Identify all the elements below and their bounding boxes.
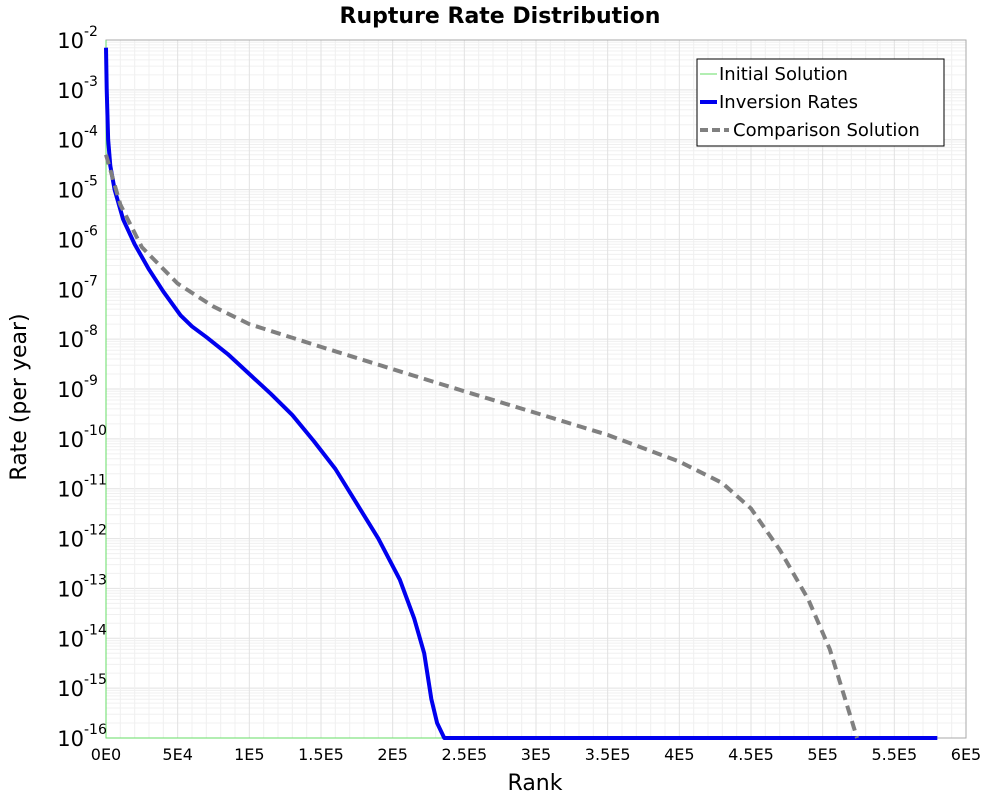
y-tick-label: 10 -10 <box>57 423 107 452</box>
y-tick-label: 10 -7 <box>57 273 98 302</box>
y-tick-base: 10 <box>57 627 84 651</box>
y-tick-label: 10 -16 <box>57 722 107 751</box>
y-tick-exponent: -11 <box>84 473 107 489</box>
y-tick-exponent: -5 <box>84 174 98 190</box>
x-tick-label: 3E5 <box>521 745 551 764</box>
y-tick-label: 10 -12 <box>57 523 107 552</box>
x-tick-label: 1.5E5 <box>298 745 344 764</box>
legend: Initial Solution Inversion Rates Compariso… <box>696 58 945 147</box>
y-tick-exponent: -8 <box>84 323 98 339</box>
legend-label-inversion-rates: Inversion Rates <box>719 92 858 113</box>
y-tick-base: 10 <box>57 577 84 601</box>
y-tick-label: 10 -9 <box>57 373 98 402</box>
grid <box>105 39 967 739</box>
x-tick-label: 0E0 <box>91 745 121 764</box>
y-tick-exponent: -9 <box>84 373 98 389</box>
x-tick-label: 5E5 <box>807 745 837 764</box>
y-tick-exponent: -7 <box>84 273 98 289</box>
y-tick-base: 10 <box>57 129 84 153</box>
legend-box <box>696 58 945 147</box>
x-tick-label: 3.5E5 <box>585 745 631 764</box>
y-tick-label: 10 -3 <box>57 74 98 103</box>
x-axis-ticks: 0E0 5E4 1E5 1.5E5 2E5 2.5E5 3E5 3.5E5 4E5 4.5E5 5E… <box>91 745 981 764</box>
y-tick-exponent: -2 <box>84 24 98 40</box>
y-tick-label: 10 -8 <box>57 323 98 352</box>
y-tick-exponent: -16 <box>84 722 107 738</box>
legend-label-comparison-solution: Comparison Solution <box>733 120 920 141</box>
y-tick-base: 10 <box>57 727 84 751</box>
series-line-comparison-solution <box>104 154 859 739</box>
y-tick-label: 10 -2 <box>57 24 98 53</box>
x-tick-label: 5E4 <box>162 745 192 764</box>
y-tick-base: 10 <box>57 79 84 103</box>
y-tick-exponent: -6 <box>84 223 98 239</box>
y-axis-label: Rate (per year) <box>7 313 32 480</box>
y-tick-label: 10 -4 <box>57 124 98 153</box>
y-tick-label: 10 -15 <box>57 672 107 701</box>
chart-title: Rupture Rate Distribution <box>340 4 661 29</box>
y-tick-base: 10 <box>57 677 84 701</box>
y-tick-base: 10 <box>57 328 84 352</box>
x-tick-label: 4E5 <box>664 745 694 764</box>
y-tick-exponent: -15 <box>84 672 107 688</box>
y-tick-exponent: -14 <box>84 622 107 638</box>
y-axis-ticks: 10-210-310-410-510-610-710-810-910 -1010-… <box>57 24 107 751</box>
y-tick-base: 10 <box>57 478 84 502</box>
y-tick-base: 10 <box>57 378 84 402</box>
x-tick-label: 5.5E5 <box>871 745 917 764</box>
x-tick-label: 2.5E5 <box>441 745 487 764</box>
y-tick-exponent: -13 <box>84 572 107 588</box>
y-tick-base: 10 <box>57 29 84 53</box>
y-tick-base: 10 <box>57 179 84 203</box>
y-tick-exponent: -10 <box>84 423 107 439</box>
series-line-inversion-rates <box>104 47 938 740</box>
y-tick-base: 10 <box>57 278 84 302</box>
y-tick-label: 10 -14 <box>57 622 107 651</box>
x-axis-label: Rank <box>508 771 563 796</box>
y-tick-label: 10 -11 <box>57 473 107 502</box>
y-tick-exponent: -4 <box>84 124 98 140</box>
x-tick-label: 2E5 <box>377 745 407 764</box>
y-tick-label: 10 -6 <box>57 223 98 252</box>
y-tick-base: 10 <box>57 428 84 452</box>
y-tick-base: 10 <box>57 228 84 252</box>
legend-label-initial-solution: Initial Solution <box>719 64 848 85</box>
y-tick-exponent: -3 <box>84 74 98 90</box>
y-tick-label: 10 -13 <box>57 572 107 601</box>
y-tick-base: 10 <box>57 528 84 552</box>
x-tick-label: 6E5 <box>951 745 981 764</box>
y-tick-exponent: -12 <box>84 523 107 539</box>
x-tick-label: 4.5E5 <box>728 745 774 764</box>
series-layer <box>104 40 938 740</box>
y-tick-label: 10 -5 <box>57 174 98 203</box>
x-tick-label: 1E5 <box>234 745 264 764</box>
